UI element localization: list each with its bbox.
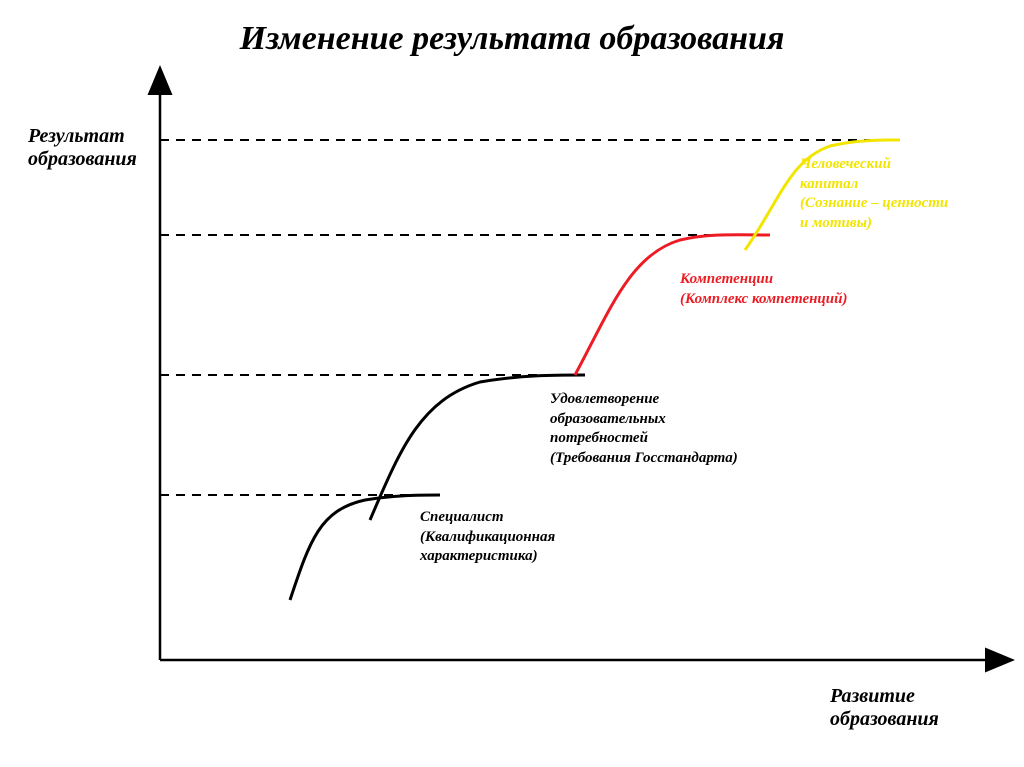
chart-svg: [0, 0, 1024, 767]
curve-2-label: Удовлетворение образовательных потребнос…: [550, 390, 738, 468]
curve-3-label: Компетенции (Комплекс компетенций): [680, 270, 847, 309]
curve-1-label: Специалист (Квалификационная характерист…: [420, 508, 555, 567]
chart-page: { "title": { "text": "Изменение результа…: [0, 0, 1024, 767]
curve-1: [290, 495, 440, 600]
curve-4-label: Человеческий капитал (Сознание – ценност…: [800, 155, 948, 233]
